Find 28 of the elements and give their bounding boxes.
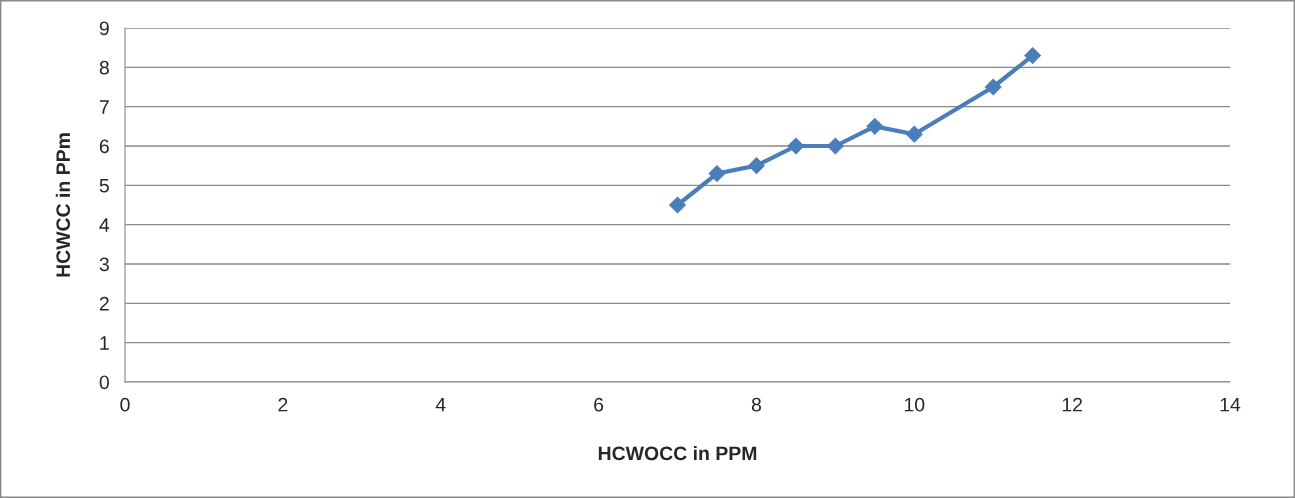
point <box>708 165 726 182</box>
x-tick-label: 2 <box>278 397 288 412</box>
y-tick-label: 8 <box>99 60 109 75</box>
point <box>748 157 765 175</box>
x-tick-label: 0 <box>120 397 130 412</box>
x-axis-title: HCWOCC in PPM <box>598 445 757 461</box>
point <box>787 137 805 155</box>
y-tick-label: 3 <box>99 257 109 272</box>
y-tick-label: 5 <box>99 179 109 193</box>
y-tick-label: 0 <box>99 375 109 390</box>
x-tick-label: 8 <box>751 397 761 412</box>
x-tick-label: 4 <box>435 397 446 412</box>
x-tick-label: 10 <box>904 397 925 412</box>
y-tick-label: 9 <box>99 21 109 36</box>
y-axis-title: HCWCC in PPm <box>55 133 71 277</box>
point <box>905 125 923 143</box>
y-tick-label: 7 <box>99 100 109 114</box>
y-tick-label: 6 <box>99 139 109 154</box>
point <box>984 78 1002 96</box>
point <box>1024 47 1042 64</box>
y-tick-label: 2 <box>99 296 109 311</box>
point <box>669 196 686 214</box>
y-tick-label: 4 <box>99 218 110 232</box>
x-tick-label: 14 <box>1220 397 1241 412</box>
point <box>866 117 884 135</box>
x-tick-label: 6 <box>594 397 604 412</box>
y-tick-label: 1 <box>100 336 109 350</box>
x-tick-label: 12 <box>1062 397 1082 412</box>
